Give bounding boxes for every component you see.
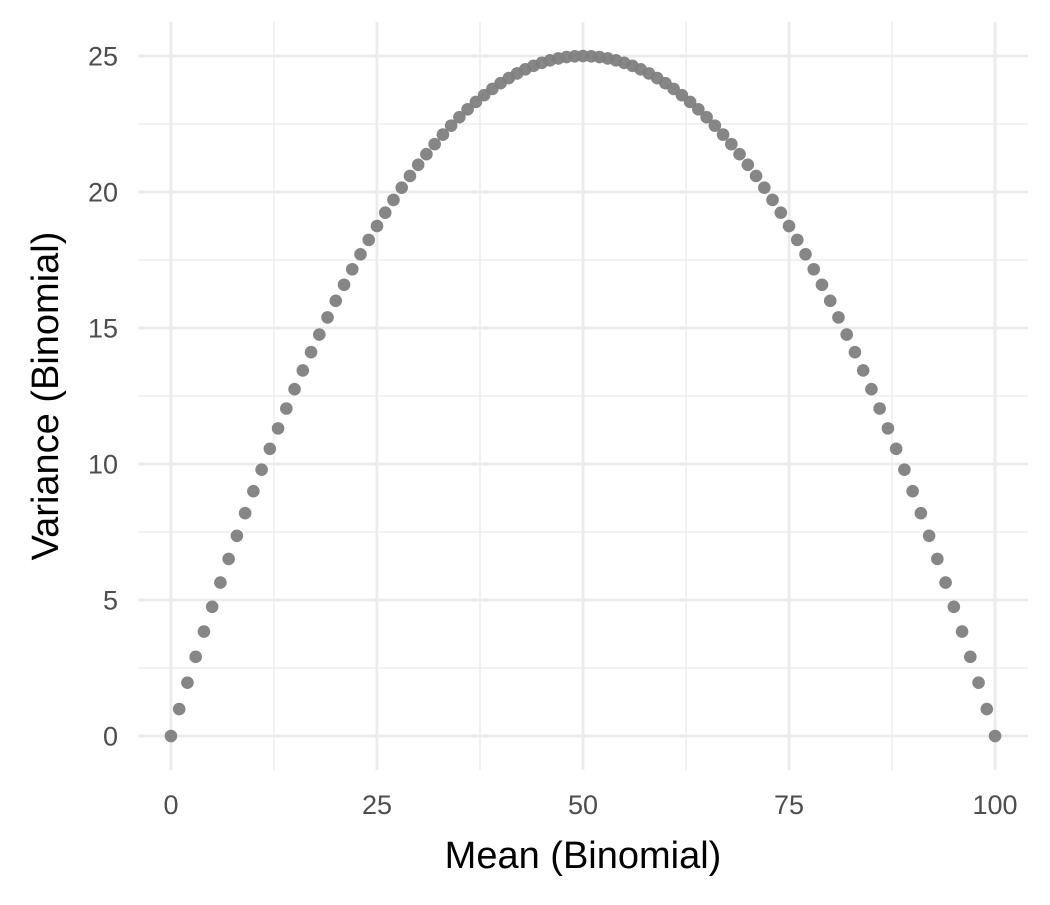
data-point <box>181 676 194 689</box>
data-point <box>947 600 961 614</box>
data-point <box>444 119 458 132</box>
data-point <box>980 702 994 716</box>
data-point <box>453 110 466 124</box>
data-point <box>939 576 952 589</box>
data-point <box>757 181 771 194</box>
data-point <box>280 402 293 415</box>
data-point <box>865 382 878 396</box>
x-axis-title: Mean (Binomial) <box>445 835 722 877</box>
data-point <box>922 529 936 543</box>
data-point <box>807 262 821 276</box>
data-point <box>799 247 812 261</box>
data-point <box>889 442 903 456</box>
data-point <box>972 676 985 689</box>
data-point <box>725 137 738 151</box>
data-point <box>881 422 895 435</box>
x-tick-label: 75 <box>774 790 804 820</box>
data-point <box>354 247 367 261</box>
x-tick-label: 100 <box>973 790 1018 820</box>
data-point <box>164 729 178 743</box>
data-point <box>362 233 376 247</box>
data-point <box>395 181 409 194</box>
data-point <box>873 402 886 415</box>
data-point <box>749 169 763 183</box>
data-point <box>329 294 343 308</box>
data-point <box>420 147 433 161</box>
data-point <box>815 278 829 292</box>
data-point <box>774 206 788 219</box>
data-point <box>733 147 746 161</box>
data-point <box>766 193 779 207</box>
y-tick-label: 0 <box>103 722 118 752</box>
data-point <box>692 103 705 116</box>
data-point <box>197 625 211 638</box>
x-axis-tick-labels: 0 25 50 75 100 <box>163 790 1017 820</box>
data-point <box>436 128 450 141</box>
data-point <box>898 463 911 477</box>
data-point <box>189 650 202 664</box>
y-tick-label: 5 <box>103 586 118 616</box>
data-point <box>428 137 441 151</box>
data-point <box>214 576 227 589</box>
data-point <box>683 95 697 109</box>
data-point <box>312 328 326 341</box>
data-point <box>403 169 417 183</box>
data-point <box>708 119 722 132</box>
y-tick-label: 25 <box>88 42 118 72</box>
data-point <box>238 506 252 520</box>
x-tick-label: 50 <box>568 790 598 820</box>
data-point <box>205 600 219 614</box>
data-point <box>840 328 854 341</box>
data-point <box>263 442 277 456</box>
data-point <box>741 158 755 172</box>
y-tick-label: 10 <box>88 450 118 480</box>
y-axis-title: Variance (Binomial) <box>25 232 67 561</box>
data-point <box>378 206 392 219</box>
data-point <box>955 625 969 638</box>
data-point <box>988 729 1002 743</box>
data-point <box>337 278 351 292</box>
data-point <box>271 422 285 435</box>
data-point <box>321 311 334 324</box>
data-point <box>700 110 713 124</box>
data-point <box>848 345 862 359</box>
data-point <box>964 650 977 664</box>
data-point <box>222 552 235 566</box>
data-point <box>304 345 318 359</box>
data-point <box>832 311 845 324</box>
y-axis-tick-labels: 0 5 10 15 20 25 <box>88 42 118 752</box>
data-point <box>914 506 928 520</box>
data-points <box>164 49 1002 743</box>
data-point <box>823 294 837 308</box>
data-point <box>230 529 244 543</box>
data-point <box>461 103 474 116</box>
data-point <box>288 382 301 396</box>
data-point <box>345 262 359 276</box>
data-point <box>255 463 268 477</box>
data-point <box>296 364 310 377</box>
x-tick-label: 0 <box>163 790 178 820</box>
data-point <box>856 364 870 377</box>
x-tick-label: 25 <box>362 790 392 820</box>
data-point <box>782 219 796 233</box>
data-point <box>906 484 919 498</box>
major-gridlines <box>138 22 1028 770</box>
data-point <box>387 193 400 207</box>
y-tick-label: 15 <box>88 314 118 344</box>
data-point <box>247 484 260 498</box>
data-point <box>716 128 730 141</box>
data-point <box>790 233 804 247</box>
y-tick-label: 20 <box>88 178 118 208</box>
data-point <box>172 702 186 716</box>
data-point <box>931 552 944 566</box>
data-point <box>370 219 384 233</box>
data-point <box>411 158 425 172</box>
